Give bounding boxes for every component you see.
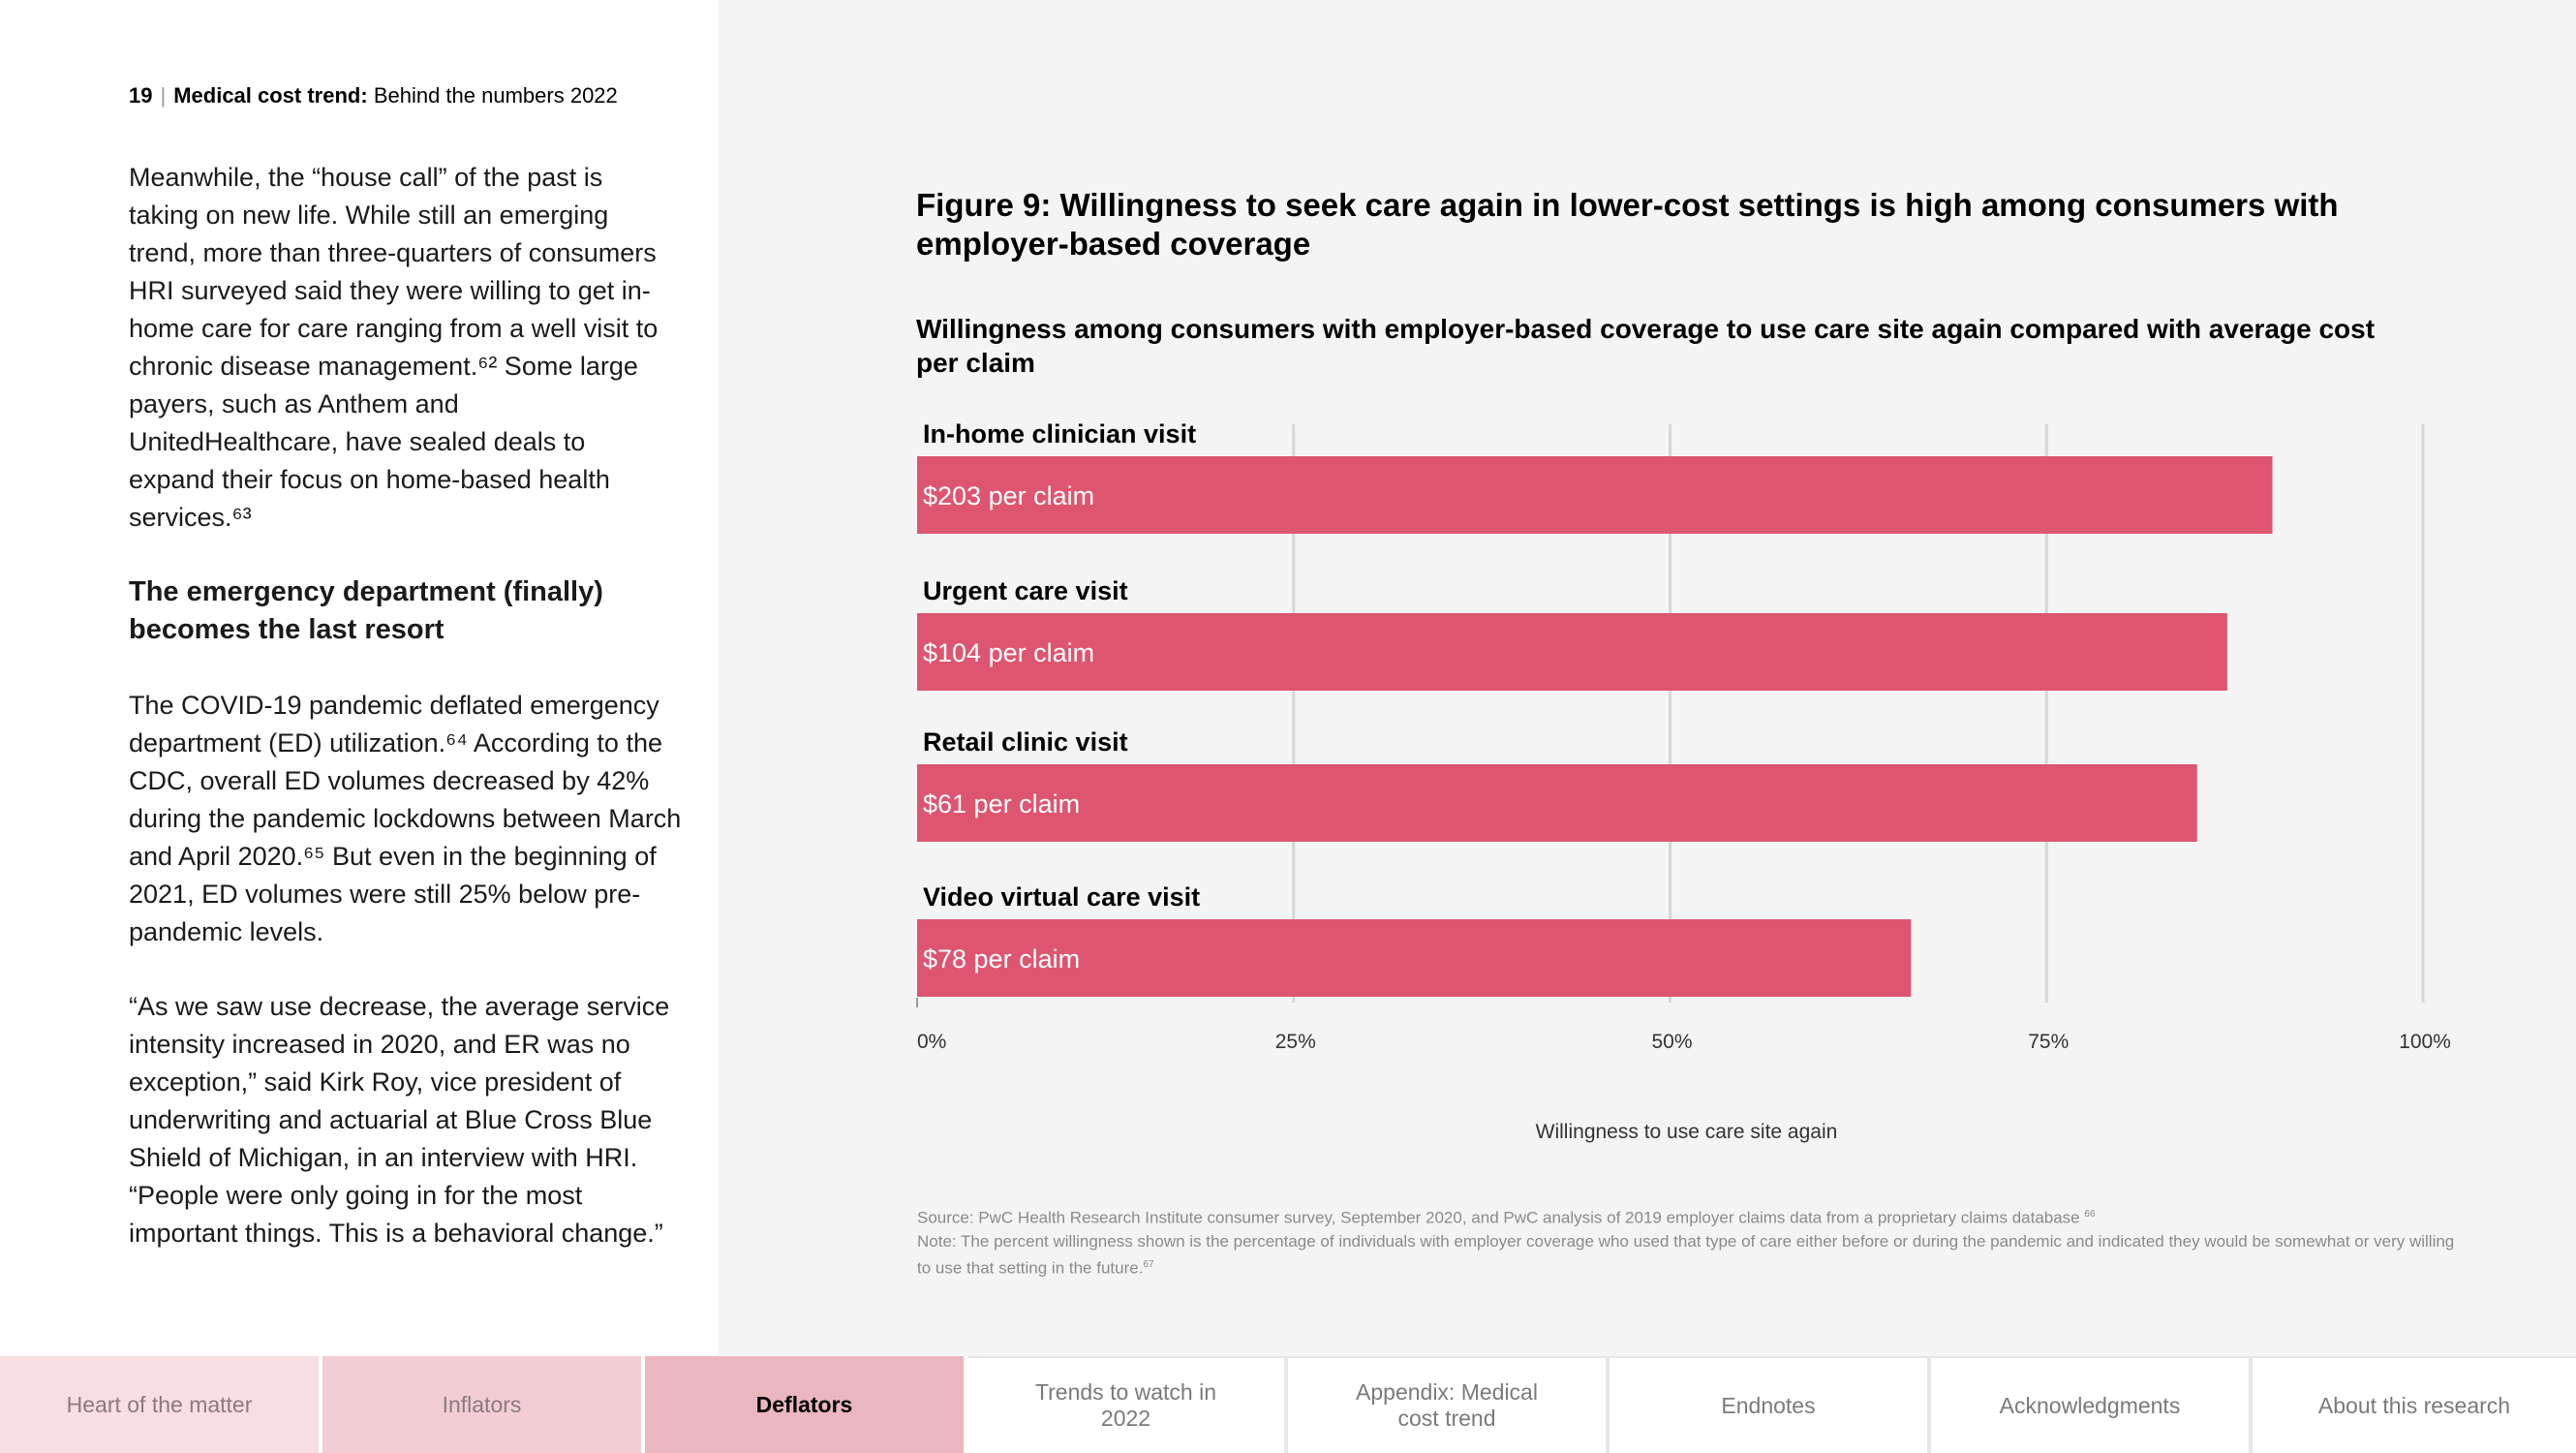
bar xyxy=(917,613,2227,691)
bar-chart-svg: In-home clinician visit $203 per claim Urg… xyxy=(916,419,2451,1143)
header-separator: | xyxy=(160,83,167,108)
article-column: 19 | Medical cost trend: Behind the number… xyxy=(0,0,719,1356)
page-header: 19 | Medical cost trend: Behind the number… xyxy=(129,83,618,108)
figure-panel: Figure 9: Willingness to seek care again… xyxy=(719,0,2576,1356)
x-tick-label: 25% xyxy=(1275,1031,1316,1053)
report-title-rest: Behind the numbers 2022 xyxy=(373,83,618,108)
report-title-bold: Medical cost trend: xyxy=(173,83,368,108)
x-axis-title: Willingness to use care site again xyxy=(1536,1121,1838,1143)
nav-acknowledgments[interactable]: Acknowledgments xyxy=(1931,1356,2253,1453)
x-tick-label: 75% xyxy=(2028,1031,2069,1053)
category-label: Retail clinic visit xyxy=(923,727,1128,757)
nav-appendix[interactable]: Appendix: Medical cost trend xyxy=(1288,1356,1610,1453)
x-tick-label: 100% xyxy=(2399,1031,2451,1053)
category-label: Video virtual care visit xyxy=(923,882,1200,912)
x-tick-label: 0% xyxy=(917,1031,946,1053)
source-line: Source: PwC Health Research Institute co… xyxy=(917,1208,2096,1227)
bar xyxy=(917,764,2197,842)
figure-title: Figure 9: Willingness to seek care again… xyxy=(916,187,2339,262)
figure-source: Source: PwC Health Research Institute co… xyxy=(917,1203,2467,1280)
note-line: Note: The percent willingness shown is t… xyxy=(917,1231,2455,1278)
paragraph-house-call: Meanwhile, the “house call” of the past … xyxy=(129,163,659,532)
nav-about-this-research[interactable]: About this research xyxy=(2253,1356,2576,1453)
bottom-navigation: Heart of the matter Inflators Deflators … xyxy=(0,1356,2576,1453)
bar-label: $104 per claim xyxy=(923,638,1094,667)
bar xyxy=(917,456,2273,534)
bar-label: $61 per claim xyxy=(923,789,1080,819)
category-label: In-home clinician visit xyxy=(923,419,1196,448)
nav-trends-to-watch[interactable]: Trends to watch in 2022 xyxy=(967,1356,1288,1453)
paragraph-ed-utilization: The COVID-19 pandemic deflated emergency… xyxy=(129,691,682,946)
bar-label: $203 per claim xyxy=(923,481,1094,510)
bar-label: $78 per claim xyxy=(923,944,1080,974)
paragraph-quote: “As we saw use decrease, the average ser… xyxy=(129,992,670,1248)
x-tick-label: 50% xyxy=(1651,1031,1692,1053)
nav-endnotes[interactable]: Endnotes xyxy=(1610,1356,1931,1453)
bar-chart: In-home clinician visit $203 per claim Urg… xyxy=(719,0,2576,1356)
nav-heart-of-the-matter[interactable]: Heart of the matter xyxy=(0,1356,322,1453)
bar xyxy=(917,919,1912,997)
nav-inflators[interactable]: Inflators xyxy=(322,1356,645,1453)
section-heading: The emergency department (finally) becom… xyxy=(129,576,603,645)
page-number: 19 xyxy=(129,83,153,108)
nav-deflators[interactable]: Deflators xyxy=(645,1356,967,1453)
category-label: Urgent care visit xyxy=(923,576,1128,605)
figure-subtitle: Willingness among consumers with employe… xyxy=(916,314,2376,378)
